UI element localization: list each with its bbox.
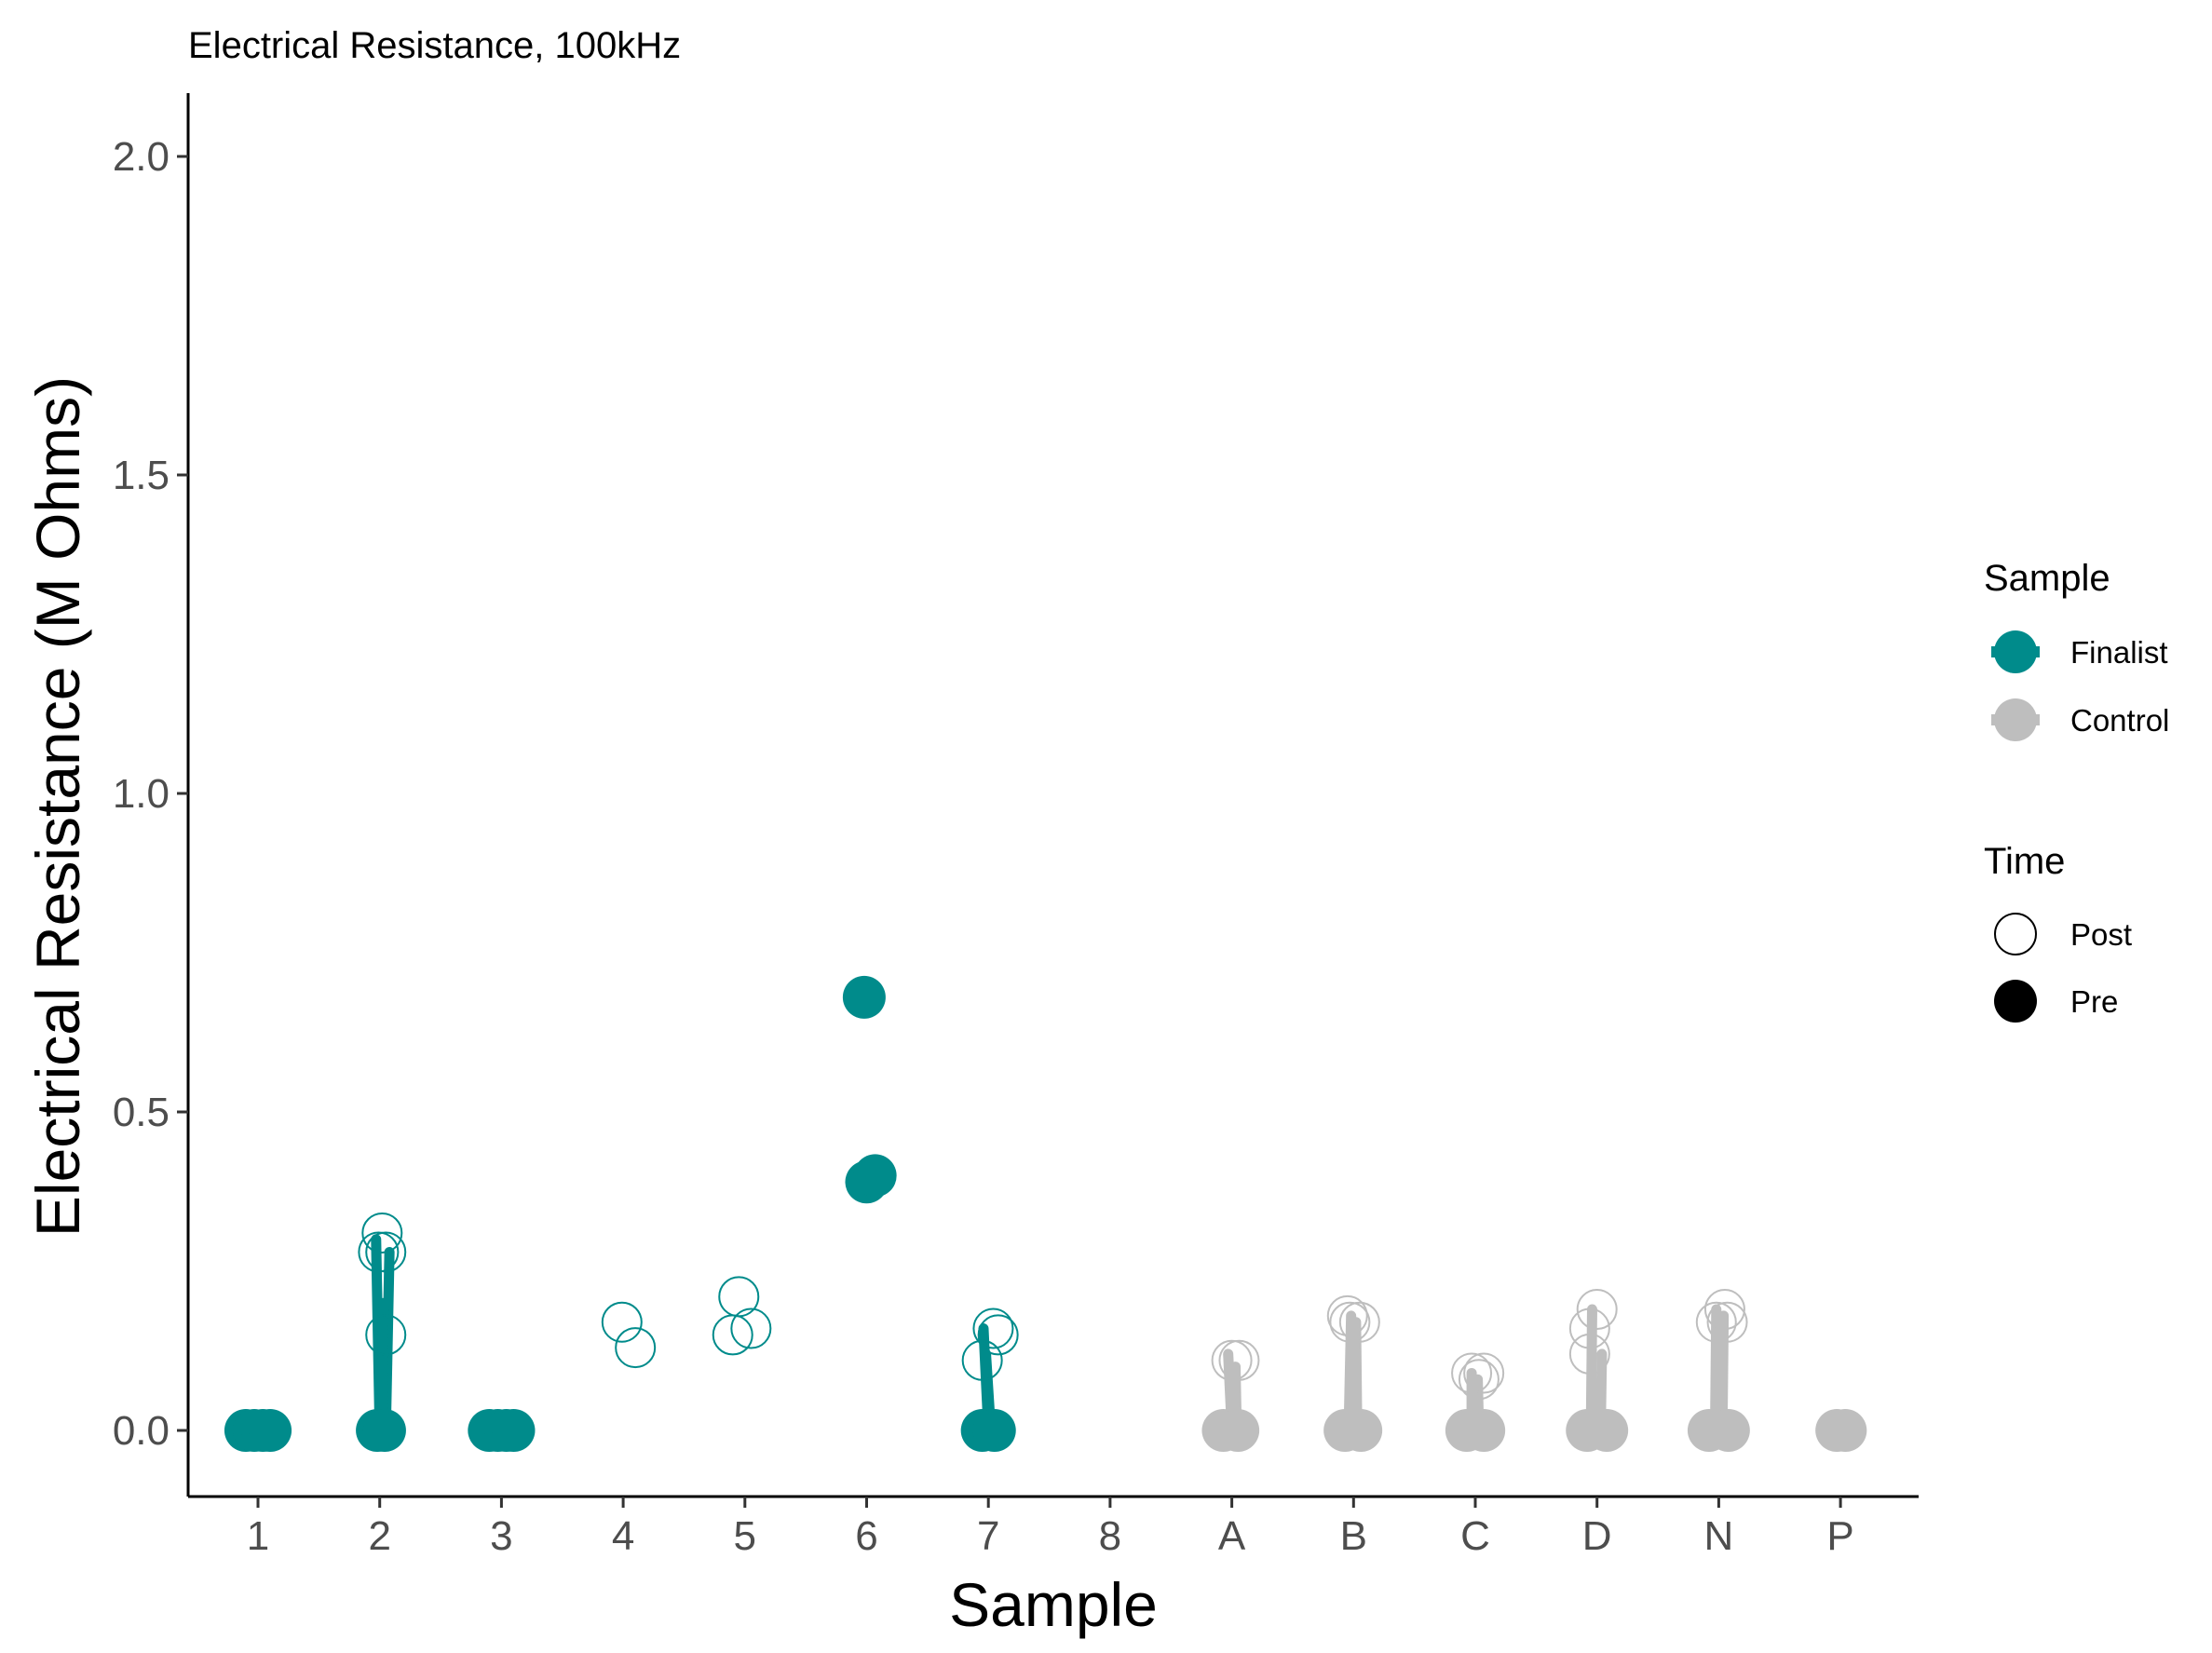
pre-point <box>362 1409 406 1452</box>
legend-item-post: Post <box>1994 913 2132 955</box>
post-point <box>361 1212 403 1253</box>
pre-point <box>1216 1409 1260 1452</box>
y-tick-label: 0.5 <box>113 1090 170 1135</box>
post-point <box>1703 1289 1745 1331</box>
x-tick-label: C <box>1460 1513 1490 1559</box>
pre-point <box>1585 1409 1629 1452</box>
chart-title: Electrical Resistance, 100kHz <box>188 25 681 66</box>
y-tick-label: 0.0 <box>113 1408 170 1454</box>
x-tick-label: P <box>1826 1513 1853 1559</box>
post-point <box>1211 1339 1253 1381</box>
post-point <box>1695 1301 1737 1343</box>
x-axis-title: Sample <box>949 1570 1158 1639</box>
post-point <box>1463 1352 1505 1394</box>
post-point <box>1451 1352 1493 1394</box>
y-axis-ticks: 0.0 0.5 1.0 1.5 2.0 <box>113 134 188 1454</box>
x-tick-label: 3 <box>490 1513 512 1559</box>
post-point <box>1458 1359 1500 1401</box>
post-point <box>972 1307 1014 1349</box>
legend-finalist-label: Finalist <box>2070 635 2168 670</box>
post-point <box>1329 1301 1371 1343</box>
pre-point <box>842 975 886 1019</box>
x-tick-label: 1 <box>247 1513 269 1559</box>
post-point <box>601 1301 643 1343</box>
pre-point <box>492 1409 536 1452</box>
legend: Sample Finalist Control Time Post Pre <box>1984 558 2169 1023</box>
x-tick-label: B <box>1340 1513 1367 1559</box>
data-points <box>224 975 1867 1452</box>
post-point <box>961 1339 1003 1381</box>
y-tick-label: 1.0 <box>113 771 170 817</box>
post-point <box>712 1314 753 1356</box>
x-tick-label: A <box>1218 1513 1246 1559</box>
pre-point <box>1462 1409 1506 1452</box>
x-tick-label: 5 <box>734 1513 756 1559</box>
legend-item-control: Control <box>1991 698 2169 741</box>
post-point <box>730 1307 772 1349</box>
legend-item-finalist: Finalist <box>1991 630 2168 673</box>
pre-point <box>1339 1409 1383 1452</box>
x-tick-label: 2 <box>368 1513 390 1559</box>
legend-pre-label: Pre <box>2070 984 2118 1019</box>
legend-time-title: Time <box>1984 841 2065 882</box>
post-point <box>365 1231 407 1273</box>
x-axis-ticks: 1 2 3 4 5 6 7 8 A B C D N P <box>247 1497 1854 1559</box>
y-tick-label: 1.5 <box>113 453 170 498</box>
x-tick-label: 8 <box>1099 1513 1121 1559</box>
post-point <box>365 1314 407 1356</box>
x-tick-label: N <box>1704 1513 1734 1559</box>
x-tick-label: 6 <box>855 1513 877 1559</box>
legend-control-marker <box>1994 698 2037 741</box>
pre-point <box>972 1409 1016 1452</box>
pre-point <box>853 1154 897 1198</box>
pre-point <box>1824 1409 1867 1452</box>
legend-control-label: Control <box>2070 703 2169 738</box>
connector-lines <box>371 1234 1730 1436</box>
pre-point <box>1706 1409 1750 1452</box>
y-tick-label: 2.0 <box>113 134 170 180</box>
post-point <box>1338 1301 1380 1343</box>
x-tick-label: D <box>1582 1513 1612 1559</box>
post-point <box>615 1327 657 1369</box>
legend-post-label: Post <box>2070 917 2132 952</box>
post-point <box>358 1231 400 1273</box>
post-point <box>1706 1301 1748 1343</box>
legend-sample-title: Sample <box>1984 558 2110 599</box>
pre-point <box>249 1409 292 1452</box>
legend-post-marker <box>1994 913 2037 955</box>
x-tick-label: 4 <box>612 1513 634 1559</box>
post-point <box>1576 1289 1618 1331</box>
x-tick-label: 7 <box>977 1513 999 1559</box>
legend-finalist-marker <box>1994 630 2037 673</box>
legend-item-pre: Pre <box>1994 980 2118 1023</box>
y-axis-title: Electrical Resistance (M Ohms) <box>23 376 92 1237</box>
post-point <box>1568 1307 1610 1349</box>
post-point <box>1326 1294 1368 1336</box>
legend-pre-marker <box>1994 980 2037 1023</box>
post-point <box>1218 1339 1260 1381</box>
post-point <box>1568 1333 1610 1375</box>
post-point <box>718 1276 760 1318</box>
post-point <box>977 1314 1019 1356</box>
